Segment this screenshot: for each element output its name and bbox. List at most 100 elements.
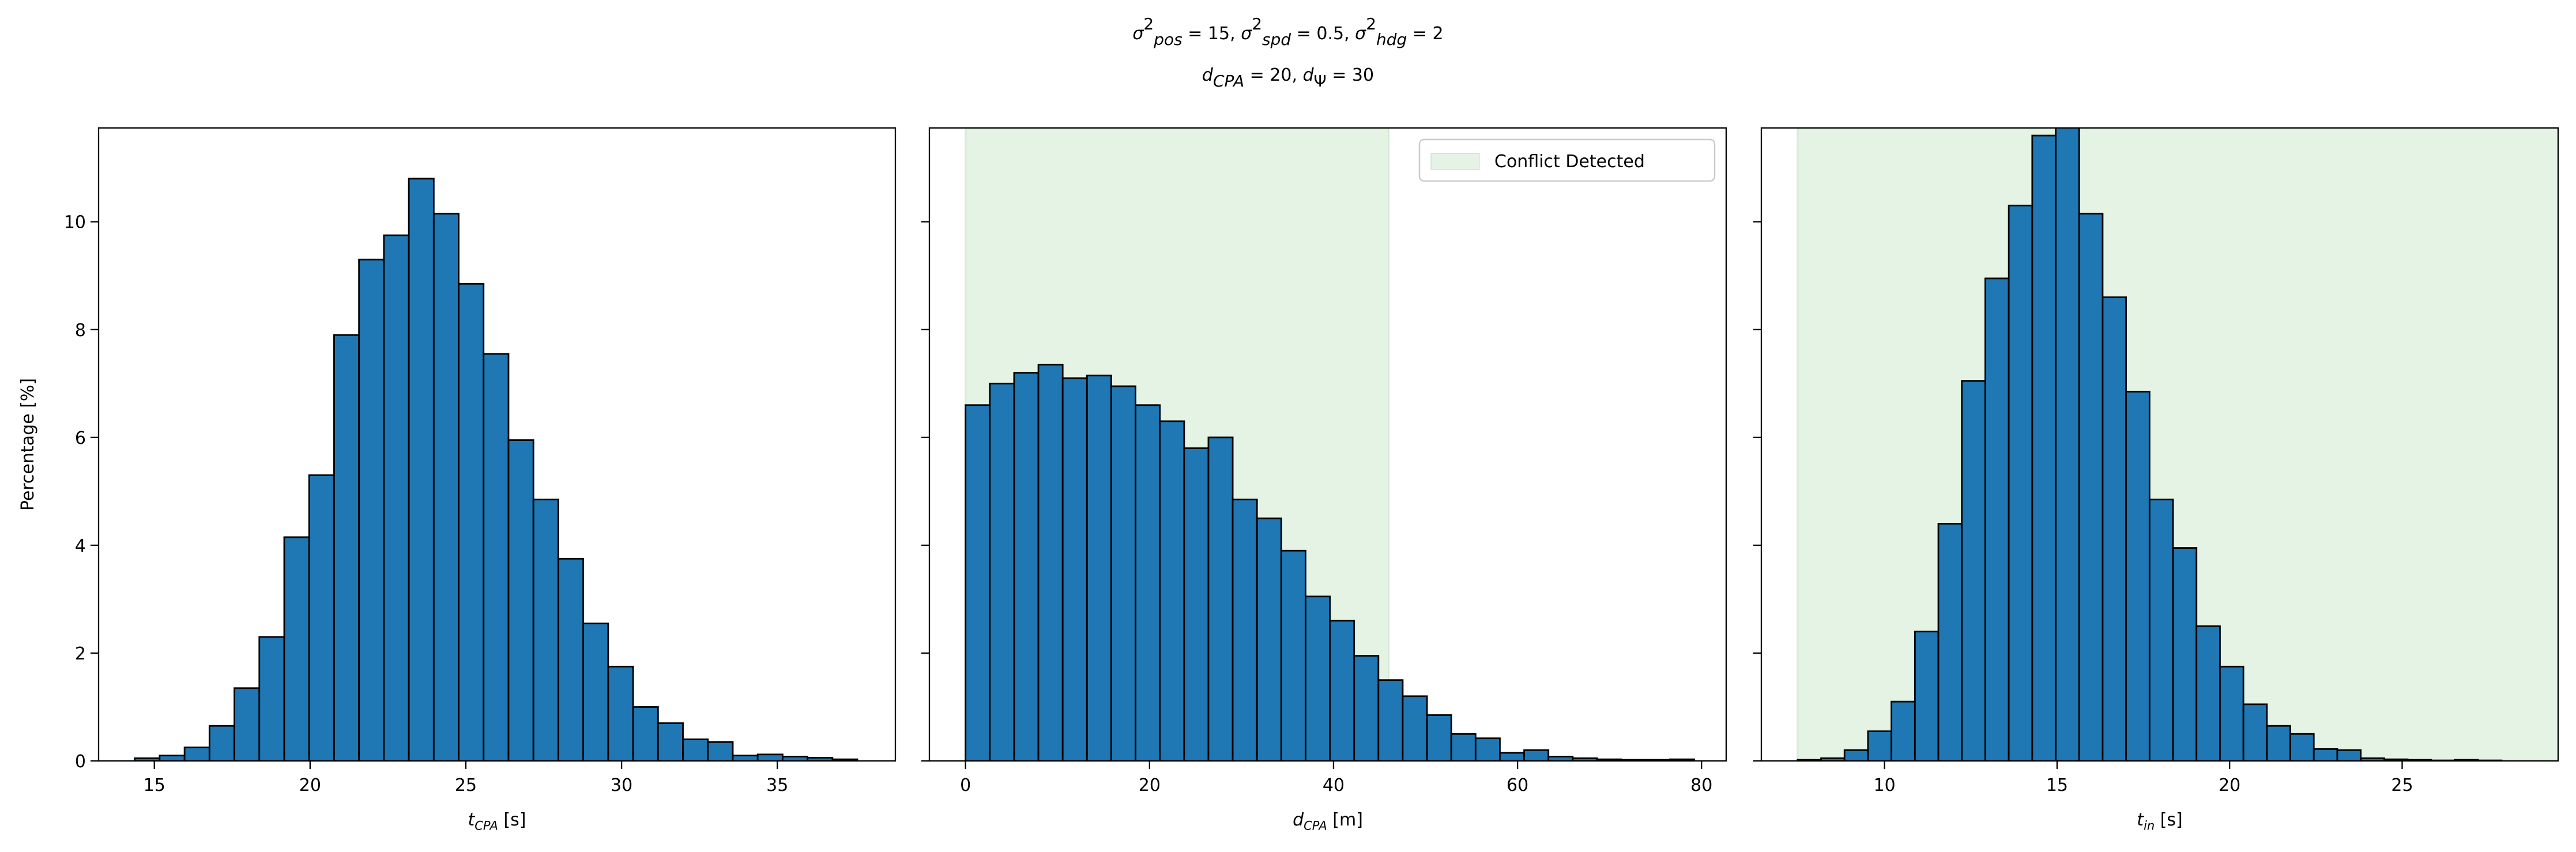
rich-text: dCPA = 20, dΨ = 30 (1202, 65, 1374, 91)
bar (989, 382, 1015, 761)
bar (2219, 665, 2244, 761)
bar (432, 213, 460, 761)
bar (1353, 655, 1380, 761)
bar (632, 706, 659, 761)
bar (831, 758, 858, 761)
bar (1061, 377, 1088, 761)
bar (1914, 631, 1939, 761)
axes-frame (97, 127, 897, 762)
text-segment: [s] (498, 810, 526, 830)
bar (657, 722, 684, 761)
plot-area (134, 178, 858, 761)
bar (2078, 213, 2104, 761)
text-segment: CPA (1304, 819, 1327, 833)
bar (358, 258, 385, 761)
bar (2336, 749, 2362, 761)
bar (208, 725, 235, 761)
x-tick-label: 40 (1323, 775, 1345, 796)
bar (1305, 595, 1331, 761)
bar (2195, 625, 2221, 761)
bar (756, 753, 784, 761)
x-tick-label: 25 (2391, 775, 2413, 796)
text-segment: pos (1153, 30, 1182, 49)
bar (1867, 730, 1893, 761)
x-tick-label: 30 (611, 775, 632, 796)
bar (1402, 695, 1428, 761)
bar (1426, 714, 1452, 761)
bar (558, 557, 585, 761)
bar (707, 741, 734, 761)
legend-box (1418, 138, 1716, 182)
bar (1523, 749, 1550, 761)
text-segment: 2 (1143, 14, 1154, 33)
y-label: Percentage [%] (18, 378, 38, 511)
bar (1937, 523, 1963, 761)
bar (2172, 547, 2198, 761)
text-segment: d (1202, 65, 1214, 85)
rich-text: tin [s] (2137, 810, 2183, 833)
text-segment: CPA (1213, 71, 1244, 91)
text-segment: Ψ (1314, 71, 1327, 91)
bar (507, 439, 534, 761)
x-tick-label: 20 (1139, 775, 1161, 796)
bar (2031, 134, 2057, 761)
bar (1669, 758, 1695, 761)
x-tick-label: 20 (2219, 775, 2240, 796)
text-segment: d (1293, 810, 1304, 830)
bar (532, 498, 559, 761)
rich-text: tCPA [s] (468, 810, 526, 833)
bar (2102, 296, 2127, 761)
bar (1135, 404, 1161, 761)
axes-frame (1760, 127, 2559, 762)
axes-frame (928, 127, 1727, 762)
text-segment: = 2 (1407, 24, 1443, 44)
bar (2266, 725, 2291, 761)
bar (1961, 380, 1986, 761)
text-segment: [s] (2155, 810, 2183, 830)
x-tick-label: 80 (1690, 775, 1712, 796)
text-segment: spd (1262, 30, 1291, 49)
bar (2242, 703, 2268, 761)
bar (1110, 385, 1136, 761)
bar (965, 404, 991, 761)
bar (2313, 748, 2338, 761)
bar (1086, 374, 1112, 761)
bar (1159, 420, 1185, 761)
bar (234, 687, 261, 761)
legend-label: Conflict Detected (1494, 152, 1645, 172)
bar (333, 334, 360, 761)
y-tick-label: 6 (75, 428, 86, 448)
y-tick-label: 4 (75, 536, 86, 556)
x-tick-label: 0 (960, 775, 971, 796)
bar (2289, 733, 2315, 761)
bar (682, 738, 709, 761)
x-tick-label: 35 (766, 775, 788, 796)
bar (383, 234, 410, 761)
bar (408, 178, 435, 761)
text-segment: CPA (474, 819, 498, 833)
text-segment: = 0.5, (1291, 24, 1355, 44)
bar (183, 747, 210, 761)
bar (2055, 128, 2080, 761)
rich-text: dCPA [m] (1293, 810, 1363, 833)
bar (1280, 549, 1306, 761)
bar (1207, 436, 1234, 761)
bar (458, 282, 485, 761)
bar (1183, 447, 1210, 761)
text-segment: 2 (1366, 14, 1376, 33)
bar (1843, 749, 1869, 761)
bar (1329, 620, 1355, 761)
x-tick-label: 10 (1874, 775, 1896, 796)
y-tick-label: 10 (64, 213, 86, 233)
text-segment: d (1303, 65, 1315, 85)
bar (1037, 364, 1064, 761)
text-segment: in (2144, 819, 2155, 833)
bar (483, 353, 510, 761)
bar (1984, 277, 2010, 761)
text-segment: hdg (1376, 30, 1407, 49)
x-tick-label: 15 (144, 775, 165, 796)
bar (308, 474, 335, 761)
text-segment: σ (1355, 24, 1366, 44)
x-tick-label: 20 (299, 775, 321, 796)
